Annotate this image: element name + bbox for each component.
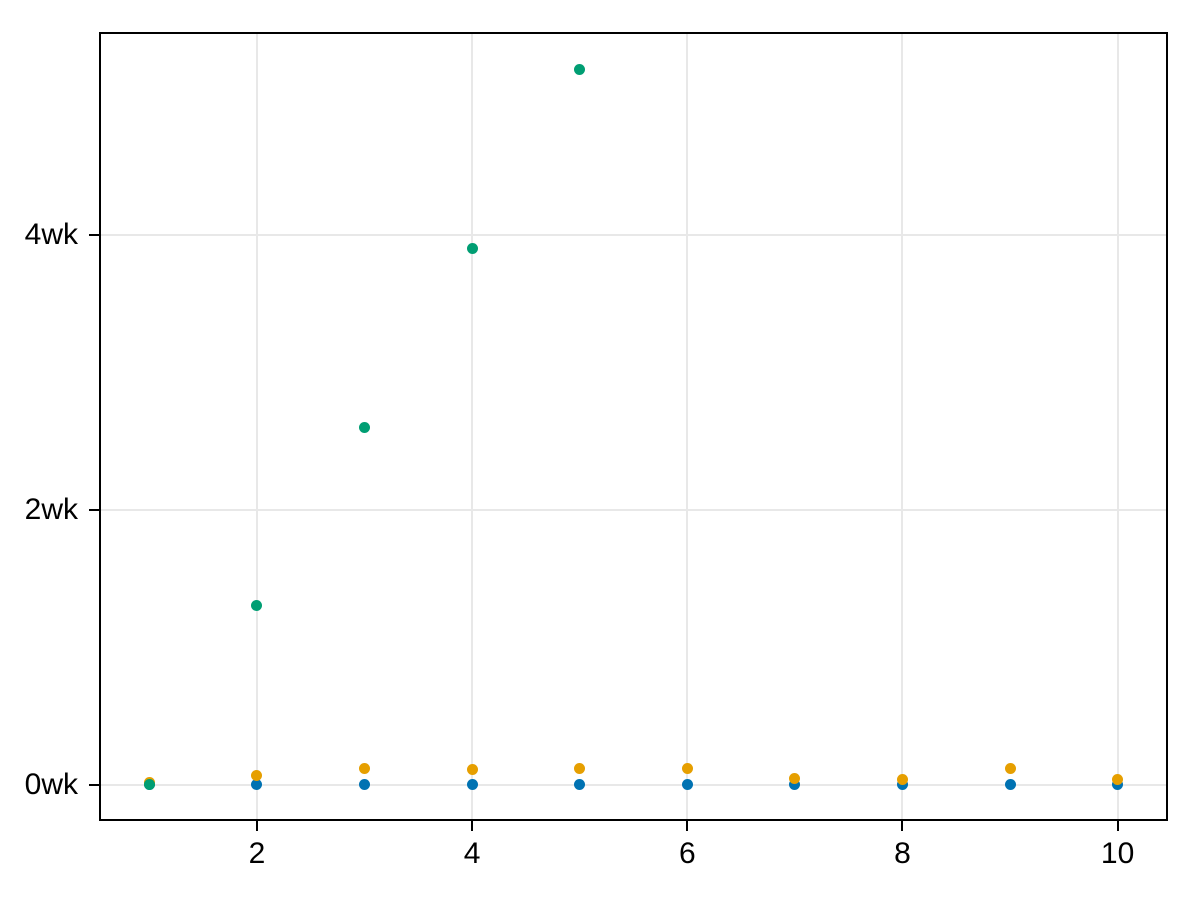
data-point-series-blue — [896, 779, 908, 791]
x-axis-tick — [901, 821, 904, 831]
y-axis-tick-label: 4wk — [24, 217, 78, 251]
data-point-series-orange — [896, 773, 908, 785]
data-point-series-orange — [251, 769, 263, 781]
data-point-series-blue — [251, 779, 263, 791]
y-axis-tick — [89, 508, 99, 511]
data-point-series-blue — [1112, 779, 1124, 791]
x-axis-tick — [686, 821, 689, 831]
x-axis-tick — [255, 821, 258, 831]
data-point-series-blue — [789, 779, 801, 791]
data-point-series-orange — [789, 772, 801, 784]
data-point-series-blue — [1004, 779, 1016, 791]
data-point-series-blue — [681, 779, 693, 791]
y-gridline — [101, 783, 1166, 786]
x-axis-tick-label: 4 — [463, 837, 481, 870]
y-axis-tick — [89, 783, 99, 786]
x-gridline — [1116, 34, 1119, 819]
data-point-series-orange — [1112, 773, 1124, 785]
plot-area — [101, 34, 1166, 819]
y-gridline — [101, 233, 1166, 236]
y-axis-tick-label: 0wk — [24, 767, 78, 801]
data-point-series-green — [359, 421, 371, 433]
data-point-series-green — [143, 779, 155, 791]
data-point-series-orange — [359, 762, 371, 774]
x-axis-tick — [1116, 821, 1119, 831]
x-axis-tick-label: 6 — [678, 837, 696, 870]
data-point-series-orange — [681, 762, 693, 774]
data-point-series-green — [251, 600, 263, 612]
y-gridline — [101, 508, 1166, 511]
x-axis-tick-label: 8 — [894, 837, 911, 870]
x-axis-tick-label: 10 — [1100, 837, 1135, 870]
x-axis-tick-label: 2 — [248, 837, 266, 870]
data-point-series-blue — [574, 779, 586, 791]
x-axis-tick — [471, 821, 474, 831]
y-axis-tick-label: 2wk — [24, 492, 78, 526]
data-point-series-blue — [359, 779, 371, 791]
y-axis-tick — [89, 233, 99, 236]
x-gridline — [686, 34, 689, 819]
x-gridline — [471, 34, 474, 819]
x-gridline — [255, 34, 258, 819]
x-gridline — [901, 34, 904, 819]
data-point-series-blue — [466, 779, 478, 791]
data-point-series-orange — [466, 764, 478, 775]
data-point-series-orange — [1004, 763, 1016, 775]
data-point-series-green — [574, 64, 586, 76]
data-point-series-green — [466, 242, 478, 254]
data-point-series-orange — [574, 763, 586, 775]
